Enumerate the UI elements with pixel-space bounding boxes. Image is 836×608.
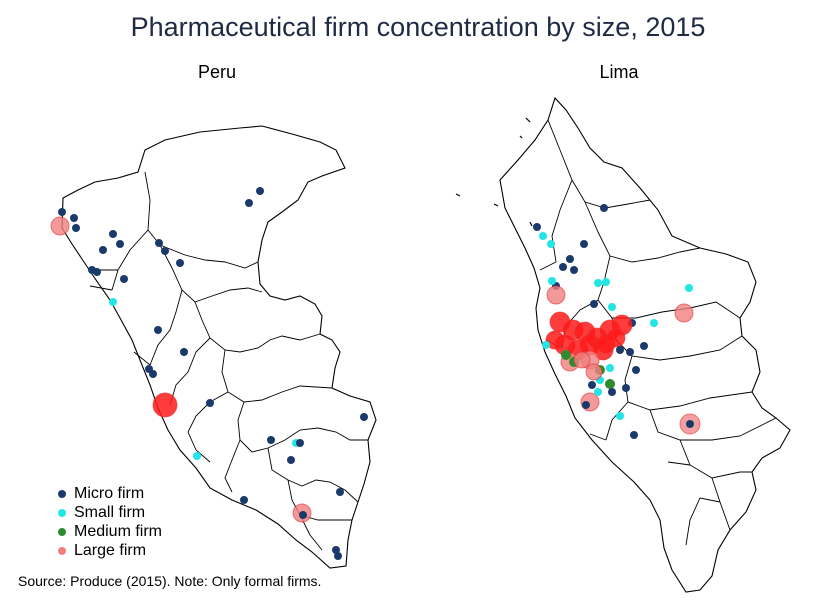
- legend-item-medium: Medium firm: [58, 522, 162, 541]
- firm-marker-micro: [256, 187, 264, 195]
- panel-title-lima: Lima: [599, 62, 639, 82]
- firm-marker-micro: [616, 346, 624, 354]
- firm-marker-large: [674, 303, 694, 323]
- firm-marker-micro: [287, 456, 295, 464]
- firm-marker-medium: [605, 379, 615, 389]
- firm-marker-micro: [334, 552, 342, 560]
- legend-item-small: Small firm: [58, 503, 162, 522]
- firm-marker-micro: [626, 348, 634, 356]
- firm-marker-large: [545, 330, 565, 350]
- firm-marker-micro: [58, 208, 66, 216]
- firm-marker-micro: [176, 259, 184, 267]
- lima-islands: [455, 117, 533, 227]
- firm-marker-large: [546, 285, 566, 305]
- legend-dot-small: [58, 508, 66, 517]
- firm-marker-micro: [149, 370, 157, 378]
- firm-marker-micro: [580, 240, 588, 248]
- firm-marker-micro: [245, 199, 253, 207]
- firm-marker-micro: [240, 496, 248, 504]
- firm-marker-micro: [206, 399, 214, 407]
- firm-marker-micro: [336, 488, 344, 496]
- legend-label-small: Small firm: [74, 503, 146, 521]
- firm-marker-micro: [99, 246, 107, 254]
- firm-marker-small: [548, 277, 556, 285]
- firm-marker-small: [602, 278, 610, 286]
- legend-dot-micro: [58, 489, 66, 498]
- firm-marker-micro: [267, 436, 275, 444]
- firm-marker-micro: [93, 268, 101, 276]
- firm-marker-micro: [296, 439, 304, 447]
- firm-marker-micro: [559, 263, 567, 271]
- legend-label-medium: Medium firm: [74, 522, 163, 540]
- firm-marker-small: [606, 364, 614, 372]
- firm-marker-small: [594, 279, 602, 287]
- firm-marker-small: [608, 303, 616, 311]
- firm-marker-micro: [622, 384, 630, 392]
- firm-marker-micro: [533, 223, 541, 231]
- firm-marker-micro: [588, 381, 596, 389]
- legend-item-large: Large firm: [58, 541, 162, 560]
- firm-marker-micro: [640, 342, 648, 350]
- firm-marker-micro: [120, 275, 128, 283]
- firm-marker-micro: [570, 266, 578, 274]
- firm-marker-small: [547, 240, 555, 248]
- firm-marker-small: [650, 319, 658, 327]
- firm-marker-micro: [155, 239, 163, 247]
- lima-region-outline: [499, 96, 791, 593]
- legend-dot-medium: [58, 527, 66, 536]
- firm-marker-micro: [686, 420, 694, 428]
- firm-marker-micro: [582, 401, 590, 409]
- firm-marker-micro: [180, 348, 188, 356]
- firm-marker-micro: [360, 413, 368, 421]
- firm-marker-large: [573, 351, 591, 369]
- firm-marker-small: [685, 284, 693, 292]
- legend-item-micro: Micro firm: [58, 484, 162, 503]
- firm-marker-small: [539, 232, 547, 240]
- chart-title: Pharmaceutical firm concentration by siz…: [130, 12, 706, 42]
- firm-marker-micro: [109, 230, 117, 238]
- firm-marker-micro: [600, 204, 608, 212]
- legend-dot-large: [58, 546, 66, 555]
- firm-marker-large: [585, 363, 603, 381]
- firm-marker-large: [152, 392, 178, 418]
- firm-marker-micro: [116, 240, 124, 248]
- firm-marker-micro: [299, 511, 307, 519]
- firm-marker-micro: [161, 247, 169, 255]
- firm-points: [50, 187, 701, 560]
- firm-marker-micro: [608, 388, 616, 396]
- firm-marker-micro: [630, 431, 638, 439]
- legend-label-micro: Micro firm: [74, 484, 145, 502]
- firm-marker-medium: [561, 350, 571, 360]
- firm-marker-micro: [566, 255, 574, 263]
- legend: Micro firm Small firm Medium firm Large …: [58, 484, 162, 560]
- firm-marker-micro: [154, 326, 162, 334]
- firm-marker-micro: [590, 300, 598, 308]
- firm-marker-small: [193, 452, 201, 460]
- legend-label-large: Large firm: [74, 541, 147, 559]
- firm-marker-large: [50, 216, 70, 236]
- peru-internal-borders: [89, 171, 368, 551]
- firm-marker-micro: [72, 224, 80, 232]
- firm-marker-small: [594, 388, 602, 396]
- firm-marker-small: [542, 341, 550, 349]
- firm-marker-large: [606, 328, 626, 348]
- firm-marker-micro: [70, 214, 78, 222]
- panel-title-peru: Peru: [197, 62, 237, 82]
- firm-marker-small: [616, 412, 624, 420]
- lima-map: [455, 96, 791, 593]
- firm-marker-small: [109, 298, 117, 306]
- firm-marker-micro: [632, 366, 640, 374]
- source-note: Source: Produce (2015). Note: Only forma…: [18, 573, 322, 589]
